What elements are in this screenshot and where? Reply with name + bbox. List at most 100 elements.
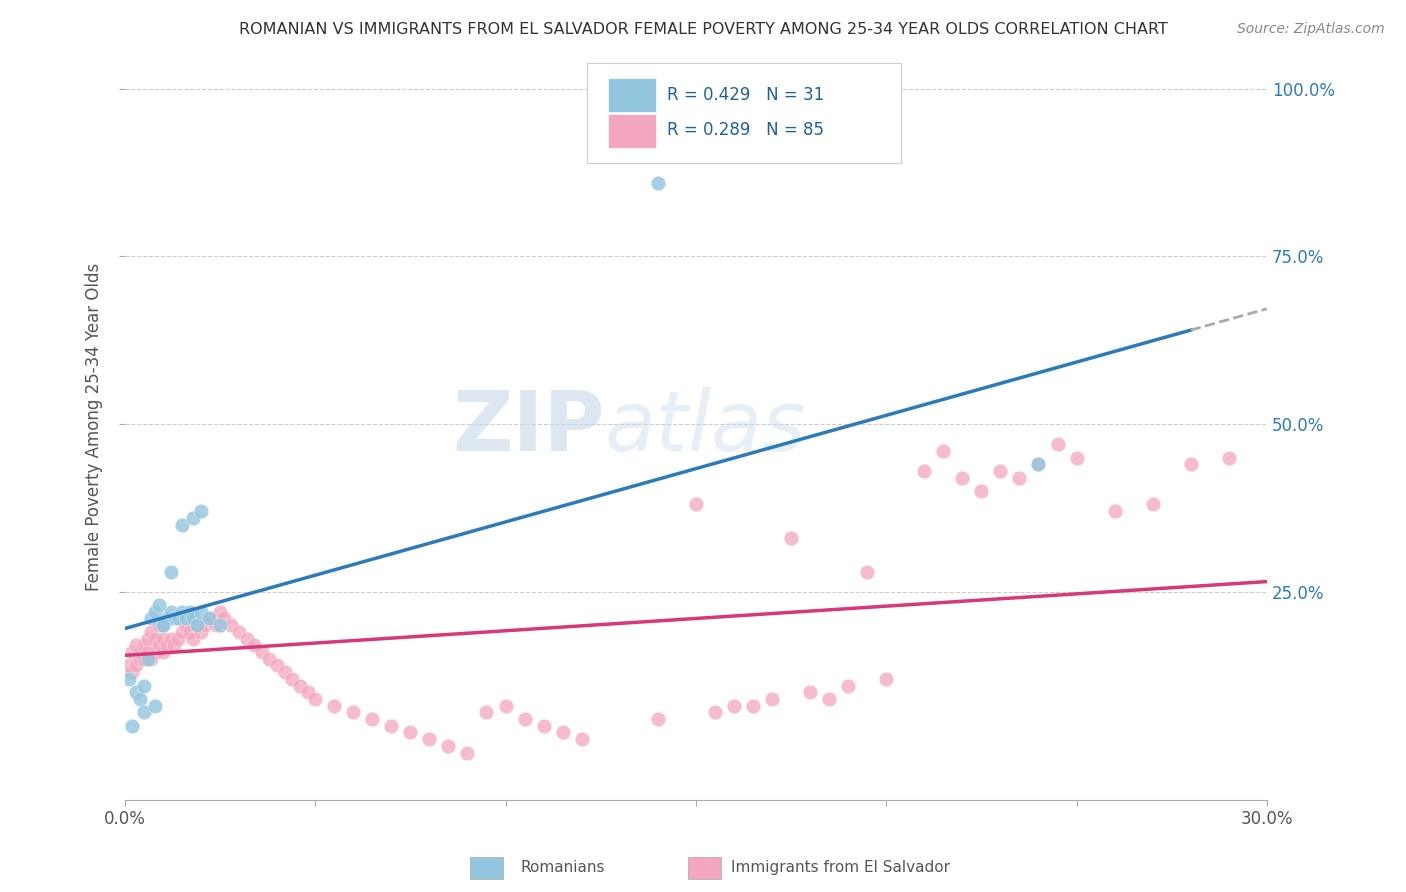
Point xyxy=(912,464,935,478)
Point xyxy=(1046,437,1069,451)
Point xyxy=(170,624,193,639)
Point xyxy=(174,618,197,632)
Point xyxy=(152,632,174,646)
Point xyxy=(190,624,212,639)
Point xyxy=(125,685,148,699)
Point xyxy=(304,692,326,706)
Point xyxy=(1142,498,1164,512)
Point xyxy=(129,645,152,659)
Point xyxy=(183,632,205,646)
Point xyxy=(121,719,143,733)
Point xyxy=(990,464,1012,478)
Point xyxy=(186,618,208,632)
Point xyxy=(194,618,217,632)
Point xyxy=(152,618,174,632)
Point xyxy=(647,176,669,190)
Point xyxy=(571,732,593,747)
Point xyxy=(837,679,859,693)
Point xyxy=(183,511,205,525)
Point xyxy=(125,658,148,673)
Point xyxy=(380,719,402,733)
Point xyxy=(159,565,181,579)
Point xyxy=(190,605,212,619)
Point xyxy=(179,624,201,639)
Point xyxy=(297,685,319,699)
Point xyxy=(141,611,163,625)
Point xyxy=(950,470,973,484)
Point xyxy=(513,712,536,726)
Point xyxy=(129,692,152,706)
Point xyxy=(208,618,231,632)
Point xyxy=(163,638,186,652)
Point xyxy=(1180,457,1202,471)
Point xyxy=(1028,457,1050,471)
Point xyxy=(167,632,190,646)
Point xyxy=(208,605,231,619)
Point xyxy=(148,598,170,612)
Text: ZIP: ZIP xyxy=(451,387,605,467)
Point xyxy=(342,706,364,720)
Point xyxy=(799,685,821,699)
Point xyxy=(970,483,993,498)
Point xyxy=(197,611,219,625)
Point xyxy=(156,638,179,652)
Point xyxy=(856,565,879,579)
Point xyxy=(141,624,163,639)
Point xyxy=(159,632,181,646)
Point xyxy=(132,679,155,693)
Point xyxy=(117,672,139,686)
Text: Immigrants from El Salvador: Immigrants from El Salvador xyxy=(731,860,950,874)
Point xyxy=(399,725,422,739)
Point xyxy=(143,698,166,713)
Point xyxy=(132,706,155,720)
Text: atlas: atlas xyxy=(605,387,806,467)
Point xyxy=(129,651,152,665)
Point xyxy=(125,638,148,652)
Point xyxy=(742,698,765,713)
Text: Source: ZipAtlas.com: Source: ZipAtlas.com xyxy=(1237,22,1385,37)
Point xyxy=(818,692,841,706)
Point xyxy=(495,698,517,713)
Point xyxy=(121,665,143,679)
Point xyxy=(288,679,311,693)
Point xyxy=(259,651,281,665)
Point xyxy=(361,712,384,726)
Point xyxy=(274,665,297,679)
Y-axis label: Female Poverty Among 25-34 Year Olds: Female Poverty Among 25-34 Year Olds xyxy=(86,263,103,591)
Point xyxy=(875,672,897,686)
Point xyxy=(221,618,243,632)
Point xyxy=(121,645,143,659)
Point xyxy=(647,712,669,726)
Point xyxy=(281,672,304,686)
Point xyxy=(143,632,166,646)
FancyBboxPatch shape xyxy=(607,78,655,112)
Point xyxy=(1066,450,1088,465)
Point xyxy=(323,698,346,713)
Point xyxy=(156,611,179,625)
Point xyxy=(250,645,273,659)
Point xyxy=(174,611,197,625)
Text: R = 0.289   N = 85: R = 0.289 N = 85 xyxy=(668,121,824,139)
Point xyxy=(1028,457,1050,471)
Point xyxy=(1218,450,1240,465)
Point xyxy=(186,618,208,632)
Point xyxy=(170,517,193,532)
Point xyxy=(143,645,166,659)
Point xyxy=(266,658,288,673)
Point xyxy=(1104,504,1126,518)
Point xyxy=(170,605,193,619)
Point xyxy=(243,638,266,652)
Point xyxy=(159,605,181,619)
Text: Romanians: Romanians xyxy=(520,860,605,874)
Point xyxy=(141,651,163,665)
Point xyxy=(197,611,219,625)
Point xyxy=(212,611,235,625)
Point xyxy=(761,692,783,706)
Point xyxy=(723,698,745,713)
Point xyxy=(685,498,707,512)
Point xyxy=(190,504,212,518)
Point xyxy=(117,658,139,673)
Point xyxy=(437,739,460,753)
Point xyxy=(418,732,440,747)
Text: R = 0.429   N = 31: R = 0.429 N = 31 xyxy=(668,86,824,103)
